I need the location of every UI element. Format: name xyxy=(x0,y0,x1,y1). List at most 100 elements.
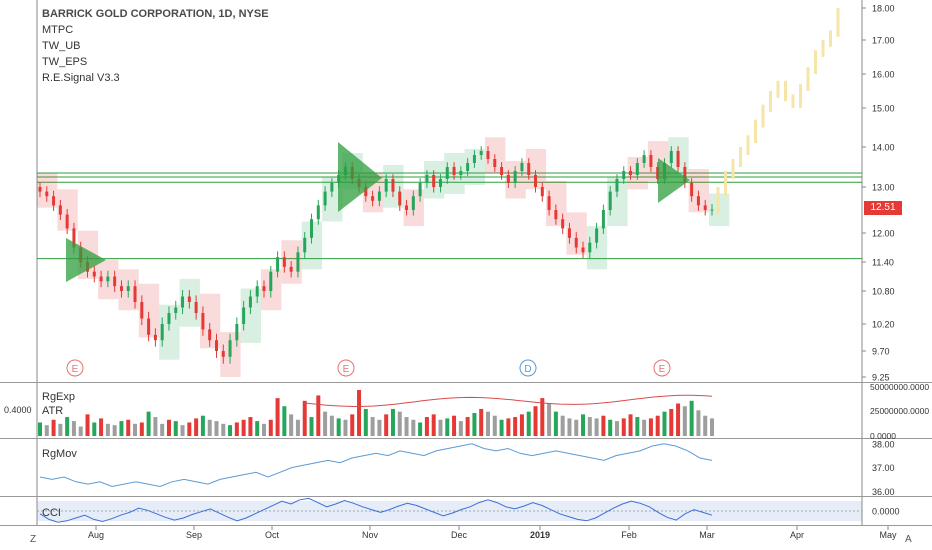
rgexp-label[interactable]: RgExp xyxy=(42,391,76,403)
rgmov-line xyxy=(39,443,713,488)
event-marker-circle xyxy=(66,359,84,377)
candle-body xyxy=(310,219,314,238)
time-tick-label: Oct xyxy=(265,530,280,540)
rgmov-label[interactable]: RgMov xyxy=(42,448,77,460)
price-tick-label: 11.40 xyxy=(872,258,894,268)
volume-bar xyxy=(58,423,63,436)
volume-bar xyxy=(492,415,497,436)
volume-bar xyxy=(119,421,124,436)
volume-bar xyxy=(390,408,395,436)
volume-bar xyxy=(309,417,314,436)
projection-candle xyxy=(829,30,832,47)
volume-bar xyxy=(180,425,185,436)
candle-body xyxy=(316,205,320,220)
time-tick-label: Nov xyxy=(362,530,379,540)
volume-bar xyxy=(336,418,341,436)
indicator-tw-ub[interactable]: TW_UB xyxy=(42,40,81,52)
volume-bar xyxy=(513,417,518,436)
candle-body xyxy=(567,228,571,238)
volume-bar xyxy=(458,421,463,436)
volume-bar xyxy=(560,415,565,436)
price-tick-label: 16.00 xyxy=(872,70,895,80)
volume-bar xyxy=(255,421,260,436)
candle-body xyxy=(52,196,56,206)
candle-body xyxy=(527,163,531,175)
event-marker-e: E xyxy=(653,359,671,377)
volume-bar xyxy=(696,410,701,436)
candle-body xyxy=(554,210,558,220)
volume-bar xyxy=(200,415,205,436)
event-marker-circle xyxy=(653,359,671,377)
projection-candle xyxy=(806,67,810,91)
volume-bar xyxy=(71,421,76,436)
cci-label[interactable]: CCI xyxy=(42,507,61,519)
candle-body xyxy=(540,187,544,197)
volume-bar xyxy=(648,418,653,436)
volume-bar xyxy=(567,418,572,436)
indicator-mtpc[interactable]: MTPC xyxy=(42,24,74,36)
candle-body xyxy=(384,179,388,192)
candle-body xyxy=(106,276,110,282)
volume-bar xyxy=(418,422,423,436)
candle-body xyxy=(690,183,694,197)
volume-bar xyxy=(228,425,233,436)
volume-bar xyxy=(614,421,619,436)
projection-candle xyxy=(716,187,720,215)
candle-body xyxy=(38,187,42,192)
zoom-icon[interactable]: Z xyxy=(30,534,37,545)
chart-legend: BARRICK GOLD CORPORATION, 1D, NYSE MTPC … xyxy=(42,6,269,86)
candle-body xyxy=(608,191,612,210)
candle-body xyxy=(276,257,280,272)
projection-candle xyxy=(739,147,742,167)
candle-body xyxy=(432,175,436,187)
volume-bar xyxy=(187,422,192,436)
volume-bar xyxy=(99,418,104,436)
candle-body xyxy=(445,167,449,179)
candle-body xyxy=(581,247,585,253)
volume-bar xyxy=(343,419,348,436)
projection-candle xyxy=(731,159,735,179)
volume-bar xyxy=(221,423,226,436)
candle-body xyxy=(181,296,185,308)
last-price-badge: 12.51 xyxy=(864,201,902,215)
candle-body xyxy=(92,271,96,277)
volume-bar xyxy=(594,418,599,436)
price-tick-label: 13.00 xyxy=(872,183,895,193)
candle-body xyxy=(228,340,232,357)
candle-body xyxy=(438,179,442,187)
candle-body xyxy=(642,155,646,163)
price-tick-label: 12.00 xyxy=(872,229,895,239)
candle-body xyxy=(303,237,307,253)
volume-bar xyxy=(105,423,110,436)
volume-bar xyxy=(676,403,681,436)
volume-bar xyxy=(173,421,178,436)
cci-tick-label: 0.0000 xyxy=(872,507,900,517)
indicator-tw-eps[interactable]: TW_EPS xyxy=(42,56,88,68)
signal-box xyxy=(199,293,221,349)
candle-body xyxy=(248,296,252,308)
signal-box xyxy=(607,177,628,227)
candle-body xyxy=(574,237,578,248)
volume-bar xyxy=(445,418,450,436)
volume-bar xyxy=(153,417,158,436)
candle-body xyxy=(282,257,286,267)
candle-body xyxy=(452,167,456,175)
price-tick-label: 10.20 xyxy=(872,320,895,330)
indicator-re-signal[interactable]: R.E.Signal V3.3 xyxy=(42,72,120,84)
volume-bar xyxy=(540,398,545,436)
price-tick-label: 14.00 xyxy=(872,143,895,153)
event-marker-label: E xyxy=(659,364,666,375)
candle-body xyxy=(710,209,714,211)
auto-scale-icon[interactable]: A xyxy=(905,534,912,545)
volume-bar xyxy=(112,425,117,436)
volume-bar xyxy=(499,419,504,436)
rgmov-tick-label: 38.00 xyxy=(872,439,895,449)
volume-bar xyxy=(85,414,90,436)
atr-label[interactable]: ATR xyxy=(42,405,64,417)
volume-bar xyxy=(581,414,586,436)
volume-bar xyxy=(126,419,131,436)
cci-line xyxy=(39,497,713,523)
volume-bar xyxy=(282,406,287,436)
candle-body xyxy=(194,302,198,313)
candle-body xyxy=(405,205,409,210)
